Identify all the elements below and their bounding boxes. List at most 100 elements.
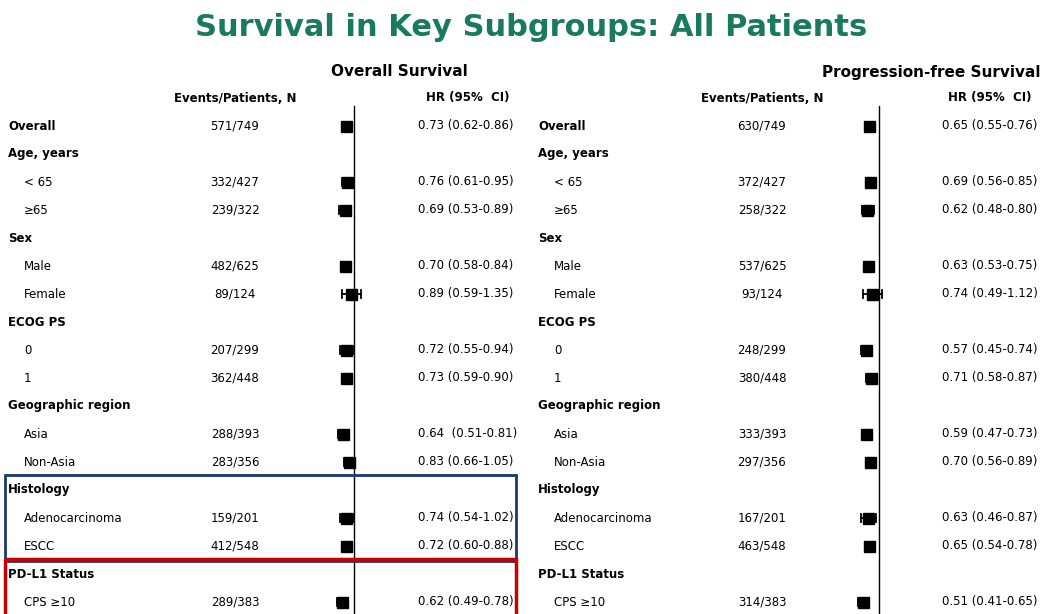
- Text: 0.71 (0.58-0.87): 0.71 (0.58-0.87): [942, 371, 1038, 384]
- Text: Adenocarcinoma: Adenocarcinoma: [24, 511, 122, 524]
- Text: 630/749: 630/749: [738, 120, 786, 133]
- Text: Asia: Asia: [24, 427, 49, 440]
- Bar: [341, 120, 353, 131]
- Text: 0.70 (0.56-0.89): 0.70 (0.56-0.89): [942, 456, 1038, 468]
- Text: 207/299: 207/299: [210, 343, 259, 357]
- Text: Geographic region: Geographic region: [538, 400, 661, 413]
- Bar: [341, 373, 353, 384]
- Text: 0.72 (0.55-0.94): 0.72 (0.55-0.94): [418, 343, 514, 357]
- Text: 0.72 (0.60-0.88): 0.72 (0.60-0.88): [418, 540, 513, 553]
- Text: 288/393: 288/393: [210, 427, 259, 440]
- Text: 412/548: 412/548: [210, 540, 259, 553]
- Text: ≥65: ≥65: [554, 203, 579, 217]
- Bar: [346, 289, 357, 300]
- Text: 0.62 (0.49-0.78): 0.62 (0.49-0.78): [418, 596, 514, 608]
- Text: 0.76 (0.61-0.95): 0.76 (0.61-0.95): [418, 176, 514, 188]
- Bar: [860, 344, 872, 356]
- Text: 332/427: 332/427: [210, 176, 259, 188]
- Text: Female: Female: [554, 287, 597, 300]
- Text: 0.74 (0.54-1.02): 0.74 (0.54-1.02): [418, 511, 514, 524]
- Text: 283/356: 283/356: [210, 456, 259, 468]
- Text: CPS ≥10: CPS ≥10: [24, 596, 75, 608]
- Text: ESCC: ESCC: [24, 540, 55, 553]
- Text: 0.65 (0.55-0.76): 0.65 (0.55-0.76): [942, 120, 1038, 133]
- Text: < 65: < 65: [24, 176, 52, 188]
- Text: Female: Female: [24, 287, 67, 300]
- Text: PD-L1 Status: PD-L1 Status: [8, 567, 95, 580]
- Text: 93/124: 93/124: [741, 287, 783, 300]
- Bar: [342, 513, 353, 524]
- Text: 463/548: 463/548: [738, 540, 786, 553]
- Text: 89/124: 89/124: [215, 287, 256, 300]
- Text: 0.63 (0.46-0.87): 0.63 (0.46-0.87): [942, 511, 1038, 524]
- Bar: [338, 429, 349, 440]
- Text: HR (95%  CI): HR (95% CI): [948, 91, 1032, 104]
- Text: Events/Patients, N: Events/Patients, N: [174, 91, 296, 104]
- Bar: [867, 289, 877, 300]
- Text: 248/299: 248/299: [738, 343, 787, 357]
- Text: 314/383: 314/383: [738, 596, 786, 608]
- Text: 0.69 (0.56-0.85): 0.69 (0.56-0.85): [942, 176, 1038, 188]
- Text: Survival in Key Subgroups: All Patients: Survival in Key Subgroups: All Patients: [194, 14, 868, 42]
- Text: Non-Asia: Non-Asia: [24, 456, 76, 468]
- Bar: [863, 120, 875, 131]
- Text: PD-L1 Status: PD-L1 Status: [538, 567, 624, 580]
- Text: 1: 1: [554, 371, 562, 384]
- Bar: [5, 475, 516, 561]
- Bar: [338, 596, 348, 607]
- Text: 0.62 (0.48-0.80): 0.62 (0.48-0.80): [942, 203, 1038, 217]
- Bar: [862, 204, 874, 216]
- Text: 297/356: 297/356: [738, 456, 786, 468]
- Text: 372/427: 372/427: [738, 176, 787, 188]
- Text: Histology: Histology: [538, 483, 600, 497]
- Text: ESCC: ESCC: [554, 540, 585, 553]
- Text: 0.65 (0.54-0.78): 0.65 (0.54-0.78): [942, 540, 1038, 553]
- Text: HR (95%  CI): HR (95% CI): [426, 91, 510, 104]
- Text: Geographic region: Geographic region: [8, 400, 131, 413]
- Text: 0.73 (0.59-0.90): 0.73 (0.59-0.90): [418, 371, 513, 384]
- Text: < 65: < 65: [554, 176, 582, 188]
- Bar: [340, 260, 352, 271]
- Text: CPS ≥10: CPS ≥10: [554, 596, 605, 608]
- Text: Male: Male: [24, 260, 52, 273]
- Text: Overall: Overall: [538, 120, 585, 133]
- Text: 167/201: 167/201: [738, 511, 787, 524]
- Text: 0.57 (0.45-0.74): 0.57 (0.45-0.74): [942, 343, 1038, 357]
- Text: 0.73 (0.62-0.86): 0.73 (0.62-0.86): [418, 120, 514, 133]
- Bar: [341, 344, 352, 356]
- Text: 0.51 (0.41-0.65): 0.51 (0.41-0.65): [942, 596, 1038, 608]
- Bar: [862, 513, 874, 524]
- Text: Overall: Overall: [8, 120, 55, 133]
- Bar: [861, 429, 872, 440]
- Text: Age, years: Age, years: [8, 147, 79, 160]
- Bar: [342, 176, 353, 187]
- Bar: [866, 456, 876, 467]
- Text: Progression-free Survival: Progression-free Survival: [822, 64, 1041, 79]
- Text: Sex: Sex: [8, 231, 32, 244]
- Bar: [864, 176, 876, 187]
- Text: Overall Survival: Overall Survival: [330, 64, 467, 79]
- Text: Sex: Sex: [538, 231, 562, 244]
- Text: Adenocarcinoma: Adenocarcinoma: [554, 511, 653, 524]
- Text: 380/448: 380/448: [738, 371, 786, 384]
- Bar: [340, 204, 350, 216]
- Bar: [858, 596, 869, 607]
- Text: Age, years: Age, years: [538, 147, 609, 160]
- Text: 0.63 (0.53-0.75): 0.63 (0.53-0.75): [942, 260, 1038, 273]
- Text: 362/448: 362/448: [210, 371, 259, 384]
- Text: 159/201: 159/201: [210, 511, 259, 524]
- Text: 0.74 (0.49-1.12): 0.74 (0.49-1.12): [942, 287, 1038, 300]
- Bar: [344, 456, 355, 467]
- Text: 0: 0: [554, 343, 562, 357]
- Text: 0.70 (0.58-0.84): 0.70 (0.58-0.84): [418, 260, 513, 273]
- Bar: [341, 540, 352, 551]
- Text: Histology: Histology: [8, 483, 70, 497]
- Bar: [862, 260, 874, 271]
- Text: ECOG PS: ECOG PS: [8, 316, 66, 328]
- Text: 258/322: 258/322: [738, 203, 786, 217]
- Text: 571/749: 571/749: [210, 120, 259, 133]
- Text: 239/322: 239/322: [210, 203, 259, 217]
- Bar: [863, 540, 875, 551]
- Text: Non-Asia: Non-Asia: [554, 456, 606, 468]
- Text: 482/625: 482/625: [210, 260, 259, 273]
